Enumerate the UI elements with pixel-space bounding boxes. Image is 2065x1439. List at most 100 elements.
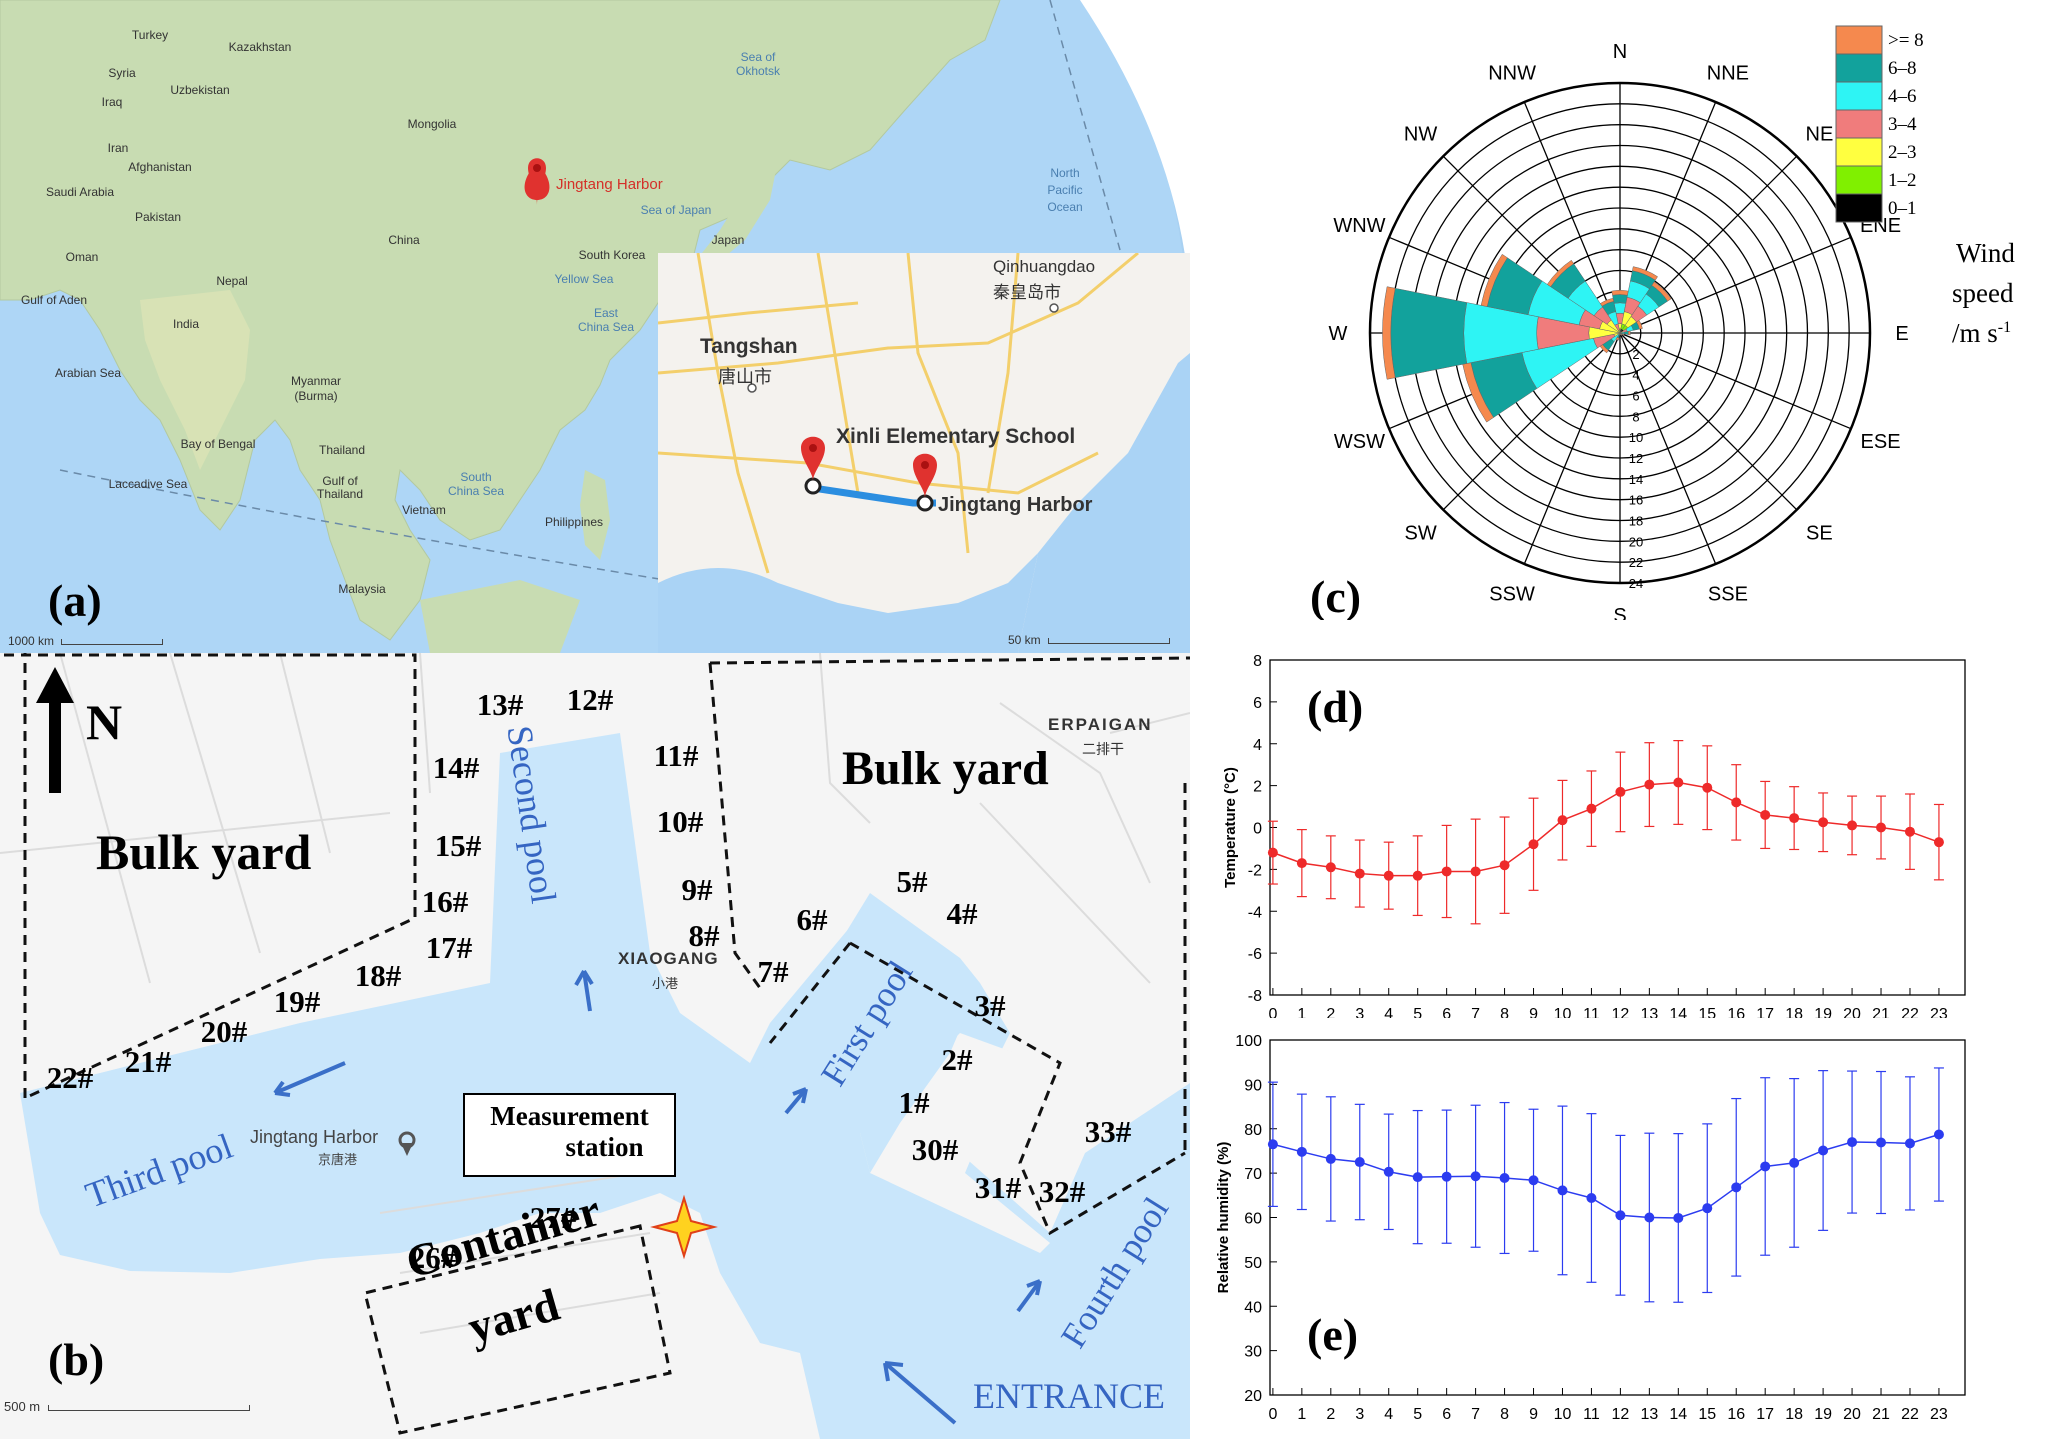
xinli-pin-icon[interactable] bbox=[801, 436, 825, 481]
rose-petals bbox=[1382, 253, 1672, 423]
y-tick-label: 50 bbox=[1244, 1255, 1262, 1272]
y-tick-label: 60 bbox=[1244, 1211, 1262, 1228]
sea-label: South bbox=[460, 470, 492, 484]
dashed-meridian bbox=[59, 469, 1061, 641]
berth-label: 1# bbox=[898, 1085, 930, 1120]
berth-label: 10# bbox=[656, 804, 704, 839]
radial-tick-label: 18 bbox=[1629, 514, 1643, 529]
countrie-label: Saudi Arabia bbox=[45, 185, 115, 199]
tangshan-cn-label: 唐山市 bbox=[718, 367, 772, 387]
bulk-yard-left-label: Bulk yard bbox=[96, 824, 312, 880]
countrie-label: Gulf of Aden bbox=[20, 293, 88, 307]
x-tick-label: 21 bbox=[1872, 1006, 1890, 1018]
rose-petal-segment bbox=[1390, 287, 1468, 379]
countrie-label: China bbox=[388, 233, 420, 247]
data-point bbox=[1470, 866, 1481, 877]
data-point bbox=[1673, 1212, 1684, 1223]
panel-b-harbor-map: N Bulk yard Bulk yard Container yard ERP… bbox=[0, 653, 1190, 1439]
data-point bbox=[1441, 1171, 1452, 1182]
berth-label: 16# bbox=[421, 884, 469, 919]
berth-label: 7# bbox=[757, 954, 789, 989]
space-background bbox=[1080, 0, 1190, 300]
x-tick-label: 10 bbox=[1554, 1006, 1572, 1018]
jingtang-location-icon bbox=[398, 1131, 416, 1156]
x-tick-label: 17 bbox=[1756, 1406, 1774, 1423]
xiaogang-label: XIAOGANG bbox=[618, 949, 719, 968]
rose-petal-segment bbox=[1546, 259, 1575, 288]
data-point bbox=[1876, 1137, 1887, 1148]
rose-petal-segment bbox=[1623, 331, 1629, 335]
tangshan-label: Tangshan bbox=[700, 335, 798, 358]
data-point bbox=[1673, 777, 1684, 788]
x-tick-label: 23 bbox=[1930, 1406, 1948, 1423]
legend-title-unit: /m s-1 bbox=[1952, 318, 2011, 349]
x-tick-label: 16 bbox=[1727, 1406, 1745, 1423]
rose-petal-segment bbox=[1611, 290, 1629, 296]
radial-tick-label: 20 bbox=[1629, 534, 1643, 549]
legend-swatch bbox=[1835, 81, 1883, 111]
legend-swatch bbox=[1835, 25, 1883, 55]
radial-tick-label: 10 bbox=[1629, 430, 1643, 445]
data-point bbox=[1354, 868, 1365, 879]
entrance-label: ENTRANCE bbox=[973, 1376, 1165, 1416]
countrie-label: Pakistan bbox=[134, 210, 182, 224]
countrie-label: Japan bbox=[711, 233, 745, 247]
jingtang-harbor-marker[interactable] bbox=[524, 158, 550, 205]
countrie-label: Mongolia bbox=[407, 117, 457, 131]
y-tick-label: 2 bbox=[1253, 779, 1262, 796]
x-tick-label: 15 bbox=[1698, 1006, 1716, 1018]
measurement-station-box: Measurement station bbox=[463, 1093, 676, 1177]
data-point bbox=[1731, 797, 1742, 808]
radial-tick-label: 16 bbox=[1629, 493, 1643, 508]
x-tick-label: 0 bbox=[1268, 1006, 1277, 1018]
radial-tick-label: 14 bbox=[1629, 472, 1643, 487]
legend-label: 0–1 bbox=[1888, 198, 1917, 219]
harbor-water bbox=[20, 733, 1190, 1439]
inset-roads bbox=[657, 251, 1139, 574]
berth-label: 9# bbox=[681, 872, 713, 907]
data-point bbox=[1557, 1185, 1568, 1196]
dateline bbox=[1049, 0, 1121, 251]
harbor-roads bbox=[0, 653, 1190, 1334]
measurement-station-star-icon[interactable] bbox=[650, 1194, 718, 1260]
scale-bar-main: 1000 km bbox=[8, 634, 164, 648]
legend-label: 2–3 bbox=[1888, 142, 1917, 163]
legend-label: 3–4 bbox=[1888, 114, 1917, 135]
qinhuangdao-dot bbox=[1049, 303, 1059, 313]
legend-swatch bbox=[1835, 193, 1883, 223]
radial-tick-label: 2 bbox=[1632, 347, 1639, 362]
xinli-endpoint bbox=[804, 477, 822, 495]
x-tick-label: 14 bbox=[1669, 1406, 1687, 1423]
data-point bbox=[1557, 815, 1568, 826]
berth-label: 13# bbox=[476, 687, 524, 722]
y-tick-label: 6 bbox=[1253, 695, 1262, 712]
india-peninsula bbox=[140, 290, 250, 470]
berth-label: 33# bbox=[1084, 1114, 1132, 1149]
x-tick-label: 8 bbox=[1500, 1006, 1509, 1018]
sea-label: North bbox=[1050, 166, 1080, 180]
panel-d-label: (d) bbox=[1307, 681, 1364, 732]
direction-spoke bbox=[1523, 332, 1621, 565]
flow-arrows bbox=[273, 969, 1042, 1425]
x-tick-label: 7 bbox=[1471, 1006, 1480, 1018]
rose-petal-segment bbox=[1622, 333, 1625, 336]
panel-a-label: (a) bbox=[48, 575, 102, 626]
x-tick-label: 19 bbox=[1814, 1406, 1832, 1423]
direction-label: SSE bbox=[1708, 584, 1748, 606]
rose-petal-segment bbox=[1620, 333, 1623, 336]
countrie-label: Uzbekistan bbox=[170, 83, 230, 97]
berth-label: 18# bbox=[354, 958, 402, 993]
jingtang-pin-icon[interactable] bbox=[913, 453, 937, 498]
xiaogang-pier bbox=[650, 743, 760, 1023]
direction-spoke bbox=[1619, 236, 1852, 334]
x-tick-label: 1 bbox=[1297, 1406, 1306, 1423]
data-point bbox=[1586, 803, 1597, 814]
y-axis-label: Relative humidity (%) bbox=[1215, 1142, 1232, 1294]
y-tick-label: 80 bbox=[1244, 1122, 1262, 1139]
berth-label: 12# bbox=[566, 682, 614, 717]
x-tick-label: 22 bbox=[1901, 1406, 1919, 1423]
countrie-label: Oman bbox=[65, 250, 99, 264]
panel-c-wind-rose: N NNE NE ENE E ESE SE SSE S SSW SW WSW W WNW NW NNW 2 4 6 8… bbox=[1190, 0, 2065, 620]
berth-label: 17# bbox=[425, 930, 473, 965]
